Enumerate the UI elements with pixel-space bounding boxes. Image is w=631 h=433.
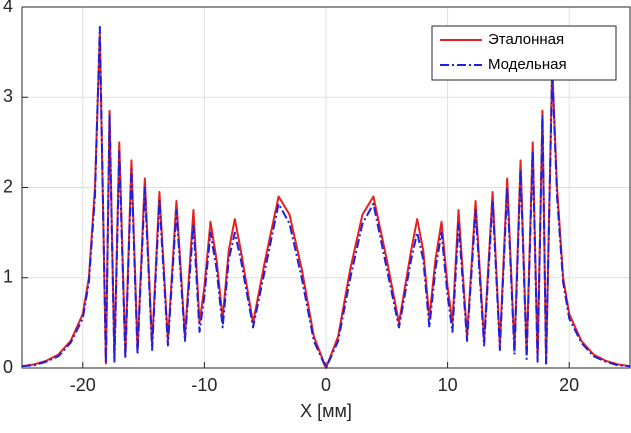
x-tick-label: 10 — [438, 375, 458, 395]
x-tick-label: -20 — [70, 375, 96, 395]
legend-box — [431, 25, 617, 81]
legend-label: Эталонная — [488, 31, 564, 48]
y-tick-label: 2 — [3, 176, 13, 196]
y-tick-label: 0 — [3, 357, 13, 377]
x-tick-label: 20 — [559, 375, 579, 395]
axes-box — [21, 6, 631, 369]
y-tick-label: 3 — [3, 86, 13, 106]
series-line — [21, 25, 631, 369]
legend: Эталонная Модельная — [431, 25, 617, 81]
x-tick-label: -10 — [191, 375, 217, 395]
x-axis-label: X [мм] — [300, 401, 352, 421]
legend-label: Модельная — [488, 56, 567, 73]
y-tick-label: 4 — [3, 0, 13, 16]
y-tick-label: 1 — [3, 267, 13, 287]
x-tick-label: 0 — [321, 375, 331, 395]
